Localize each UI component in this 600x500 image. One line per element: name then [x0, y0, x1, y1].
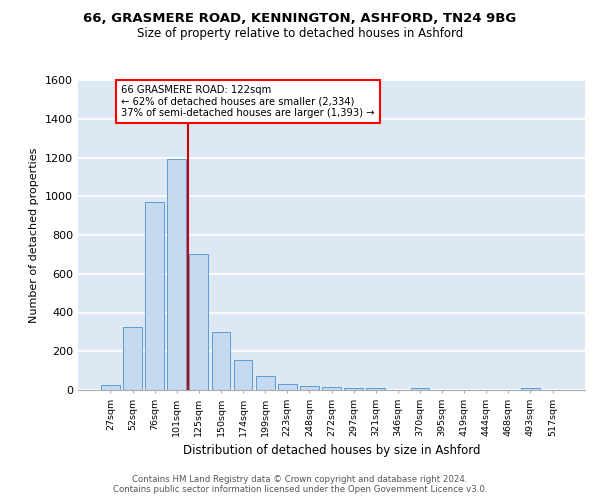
Text: 66, GRASMERE ROAD, KENNINGTON, ASHFORD, TN24 9BG: 66, GRASMERE ROAD, KENNINGTON, ASHFORD, … [83, 12, 517, 26]
Text: Contains HM Land Registry data © Crown copyright and database right 2024.
Contai: Contains HM Land Registry data © Crown c… [113, 474, 487, 494]
Bar [101, 385, 120, 390]
Y-axis label: Number of detached properties: Number of detached properties [29, 148, 40, 322]
Bar [145, 202, 164, 390]
Bar [212, 332, 230, 390]
Bar [300, 386, 319, 390]
Text: Size of property relative to detached houses in Ashford: Size of property relative to detached ho… [137, 28, 463, 40]
Bar [190, 254, 208, 390]
X-axis label: Distribution of detached houses by size in Ashford: Distribution of detached houses by size … [183, 444, 480, 458]
Bar [278, 384, 296, 390]
Bar [521, 388, 540, 390]
Bar [123, 327, 142, 390]
Bar [410, 388, 430, 390]
Bar [233, 360, 253, 390]
Bar [322, 387, 341, 390]
Bar [167, 160, 186, 390]
Bar [344, 388, 363, 390]
Bar [256, 376, 275, 390]
Bar [367, 388, 385, 390]
Text: 66 GRASMERE ROAD: 122sqm
← 62% of detached houses are smaller (2,334)
37% of sem: 66 GRASMERE ROAD: 122sqm ← 62% of detach… [121, 84, 375, 118]
